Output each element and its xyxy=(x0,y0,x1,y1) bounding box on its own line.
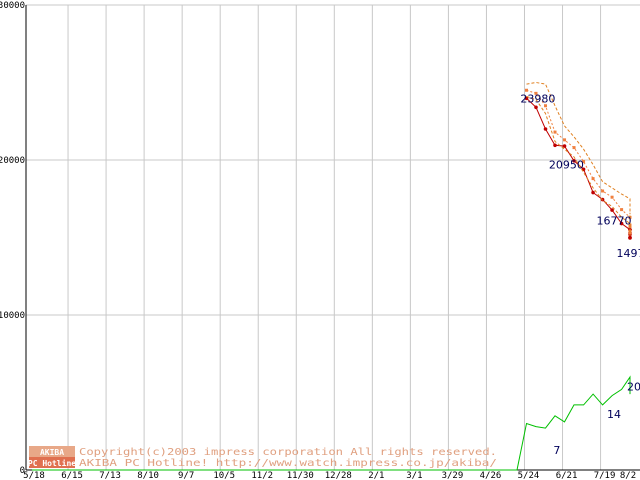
x-tick-label: 5/18 xyxy=(23,471,45,480)
data-label: 14 xyxy=(607,408,621,421)
y-tick-label: 10000 xyxy=(0,311,25,321)
y-tick-label: 0 xyxy=(20,466,25,476)
series-line-lower-band xyxy=(526,95,631,236)
x-tick-label: 8/2 xyxy=(620,471,636,480)
data-point-average-price xyxy=(620,208,624,212)
watermark-copyright: Copyright(c)2003 impress corporation All… xyxy=(79,447,497,458)
data-point-lowest-price xyxy=(591,190,595,195)
x-tick-label: 6/15 xyxy=(61,471,83,480)
x-tick-label: 5/24 xyxy=(518,471,540,480)
series-line-shop-count xyxy=(32,375,631,471)
axes xyxy=(25,5,640,471)
data-point-average-price xyxy=(524,88,528,92)
y-tick-label: 30000 xyxy=(0,1,25,11)
watermark-badge-bottom xyxy=(29,457,75,468)
data-label: 7 xyxy=(553,444,560,457)
data-point-average-price xyxy=(628,231,632,235)
x-tick-label: 11/30 xyxy=(287,471,314,480)
data-label: 14970 xyxy=(617,247,640,260)
watermark-badge-top-text: AKIBA xyxy=(40,448,64,457)
watermark: AKIBA PC Hotline Copyright(c)2003 impres… xyxy=(28,446,497,469)
data-point-lowest-price xyxy=(619,221,624,226)
watermark-url: AKIBA PC Hotline! http://www.watch.impre… xyxy=(79,458,497,469)
x-tick-label: 12/28 xyxy=(325,471,352,480)
x-tick-label: 7/13 xyxy=(99,471,121,480)
x-tick-label: 7/19 xyxy=(594,471,616,480)
data-point-lowest-price xyxy=(610,208,614,212)
data-label: 23980 xyxy=(520,92,555,105)
x-tick-label: 3/1 xyxy=(406,471,422,480)
data-point-average-price xyxy=(591,177,595,181)
data-point-lowest-price xyxy=(553,143,557,148)
data-point-lowest-price xyxy=(572,158,576,163)
data-point-lowest-price xyxy=(524,96,529,101)
watermark-badge-bottom-text: PC Hotline xyxy=(28,458,76,468)
data-point-average-price xyxy=(610,195,614,199)
data-point-average-price xyxy=(544,104,548,108)
data-label: 20950 xyxy=(549,159,584,172)
data-point-average-price xyxy=(582,160,586,164)
x-tick-label: 8/10 xyxy=(137,471,159,480)
data-labels: 23980 20950 16770 14970 7 14 20 xyxy=(520,92,640,457)
data-point-lowest-price xyxy=(543,127,548,131)
x-tick-label: 4/26 xyxy=(480,471,502,480)
series-line-upper-band xyxy=(526,81,631,226)
x-tick-label: 10/5 xyxy=(213,471,235,480)
y-tick-labels: 0 10000 20000 30000 xyxy=(0,1,25,476)
data-point-lowest-price xyxy=(562,144,567,148)
data-point-average-price xyxy=(553,130,557,134)
data-point-lowest-price xyxy=(628,236,632,240)
data-point-average-price xyxy=(534,91,538,95)
data-point-average-price xyxy=(563,138,567,142)
x-tick-label: 2/1 xyxy=(368,471,384,480)
data-point-average-price xyxy=(572,146,576,150)
x-tick-label: 9/7 xyxy=(178,471,194,480)
data-label: 20 xyxy=(627,380,640,393)
data-point-lowest-price xyxy=(534,105,538,110)
y-tick-label: 20000 xyxy=(0,156,25,166)
x-tick-label: 11/2 xyxy=(251,471,273,480)
x-tick-label: 3/29 xyxy=(442,471,464,480)
x-tick-labels: 5/18 6/15 7/13 8/10 9/7 10/5 11/2 11/30 12/28 2/1… xyxy=(23,471,636,480)
series xyxy=(32,81,632,471)
watermark-badge-top xyxy=(29,446,75,457)
grid xyxy=(26,4,640,471)
data-label: 16770 xyxy=(596,214,631,227)
data-point-average-price xyxy=(601,189,605,193)
x-tick-label: 6/21 xyxy=(556,471,578,480)
